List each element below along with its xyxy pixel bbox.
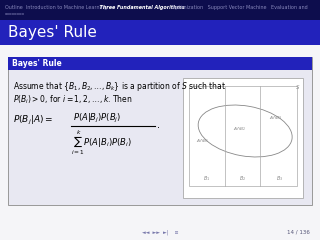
Bar (8, 57, 312, 205)
Text: Assume that $\{B_1, B_2, \ldots, B_k\}$ is a partition of $S$ such that: Assume that $\{B_1, B_2, \ldots, B_k\}$ … (13, 80, 226, 93)
Bar (0, 20, 320, 45)
Text: Optimization   Support Vector Machine   Evaluation and: Optimization Support Vector Machine Eval… (5, 5, 308, 10)
Text: Outline  Introduction to Machine Learning: Outline Introduction to Machine Learning (5, 5, 110, 10)
Text: $S$: $S$ (295, 83, 300, 91)
Text: $\sum_{i=1}^{k} P(A|B_i)P(B_i)$: $\sum_{i=1}^{k} P(A|B_i)P(B_i)$ (71, 128, 132, 157)
Text: Three Fundamental Algorithms: Three Fundamental Algorithms (5, 5, 185, 10)
Bar (8, 57, 312, 70)
Text: .: . (157, 120, 160, 130)
Bar (0, 0, 320, 20)
Text: $P(A|B_j)P(B_j)$: $P(A|B_j)P(B_j)$ (73, 112, 121, 125)
Text: ◄◄  ►►  ►|    ≡: ◄◄ ►► ►| ≡ (142, 229, 178, 235)
Text: $A{\cap}B_1$: $A{\cap}B_1$ (196, 137, 210, 145)
Text: $B_2$: $B_2$ (239, 174, 247, 183)
Text: 14 / 136: 14 / 136 (287, 229, 310, 234)
Text: $B_1$: $B_1$ (203, 174, 211, 183)
Text: $P(B_j|A) = $: $P(B_j|A) = $ (13, 114, 53, 126)
Bar (189, 86, 297, 186)
Text: $A{\cap}B_3$: $A{\cap}B_3$ (269, 114, 282, 122)
Text: $B_3$: $B_3$ (276, 174, 283, 183)
Text: $A{\cap}B_2$: $A{\cap}B_2$ (233, 125, 246, 133)
Text: Bayes' Rule: Bayes' Rule (8, 25, 97, 40)
Text: oooooooo: oooooooo (5, 12, 25, 16)
Bar (183, 78, 303, 198)
Text: $P(B_i) > 0$, for $i = 1, 2, \ldots, k$. Then: $P(B_i) > 0$, for $i = 1, 2, \ldots, k$.… (13, 93, 133, 106)
Text: Bayes' Rule: Bayes' Rule (12, 59, 62, 68)
Bar (0, 45, 320, 240)
